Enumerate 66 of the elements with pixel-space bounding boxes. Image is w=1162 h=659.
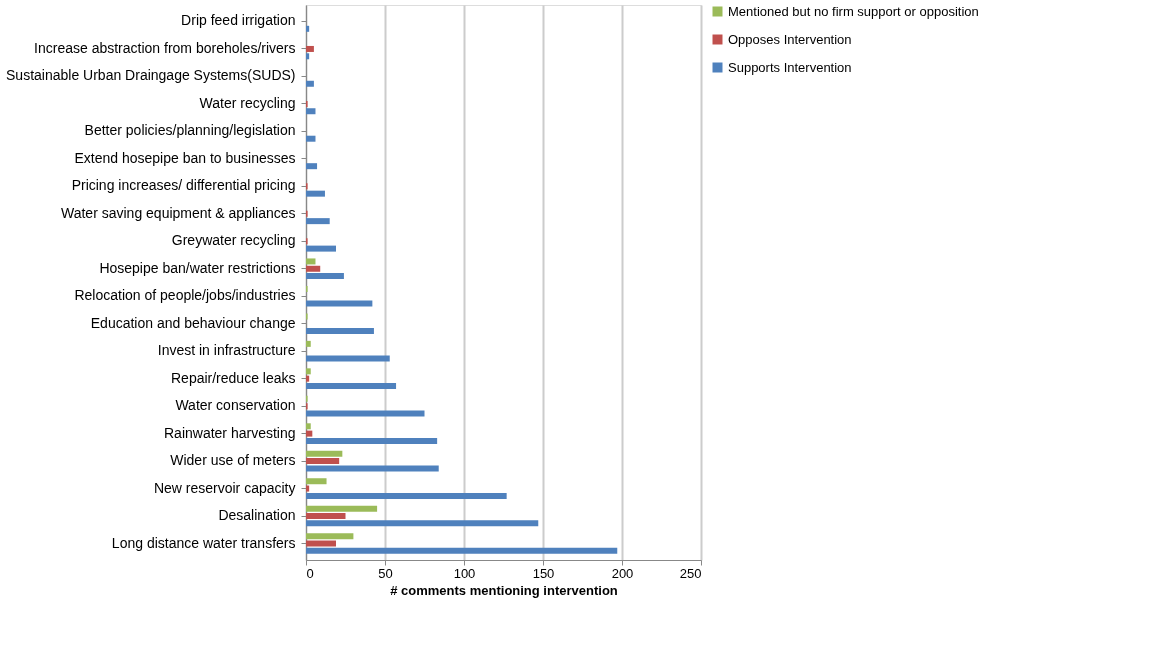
x-tick-label: 200 [611, 565, 634, 581]
bar [306, 368, 311, 375]
legend-label: Supports Intervention [728, 59, 852, 75]
bar [306, 25, 310, 32]
y-tick-label: Water saving equipment & appliances [61, 204, 296, 221]
bar [306, 163, 318, 170]
y-tick-label: Repair/reduce leaks [170, 369, 296, 386]
y-tick-label: Invest in infrastructure [157, 342, 296, 359]
bar [306, 410, 425, 417]
y-tick-label: Increase abstraction from boreholes/rivers [34, 39, 296, 56]
bar [306, 382, 397, 389]
y-tick-label: Education and behaviour change [90, 314, 296, 331]
bar [306, 465, 439, 472]
x-tick-label: 0 [306, 565, 314, 581]
bar [306, 485, 310, 492]
y-tick-label: Pricing increases/ differential pricing [71, 177, 296, 194]
bar [306, 355, 390, 362]
bar [306, 375, 310, 382]
bar [306, 547, 618, 554]
x-tick-label: 50 [378, 565, 393, 581]
y-tick-label: Sustainable Urban Draingage Systems(SUDS) [6, 67, 296, 84]
y-tick-label: Rainwater harvesting [163, 424, 296, 441]
bar [306, 190, 325, 197]
bar [306, 492, 507, 499]
bar [306, 505, 378, 512]
bar [306, 430, 313, 437]
bar [306, 265, 321, 272]
bar [306, 328, 374, 335]
y-tick-label: Hosepipe ban/water restrictions [99, 259, 296, 276]
bar [306, 273, 344, 280]
y-tick-label: Wider use of meters [170, 452, 296, 469]
bar [306, 450, 343, 457]
x-axis-title: # comments mentioning intervention [390, 582, 618, 598]
y-tick-label: Greywater recycling [171, 232, 296, 249]
legend-label: Mentioned but no firm support or opposition [728, 3, 979, 19]
bar [306, 540, 337, 547]
bar [306, 300, 373, 307]
bar [306, 513, 346, 520]
bar [306, 258, 316, 265]
bar [306, 520, 539, 527]
y-tick-label: Water conservation [175, 397, 296, 414]
y-tick-label: Drip feed irrigation [181, 12, 296, 29]
bar [306, 437, 438, 444]
y-tick-label: New reservoir capacity [153, 479, 296, 496]
bar [306, 45, 314, 52]
bar [306, 533, 354, 540]
x-tick-label: 150 [532, 565, 555, 581]
y-tick-label: Desalination [218, 507, 296, 524]
bar [306, 458, 340, 465]
bar [306, 135, 316, 142]
bar [306, 245, 337, 252]
bar [306, 53, 310, 60]
bar [306, 340, 311, 347]
y-tick-label: Long distance water transfers [111, 534, 296, 551]
legend-label: Opposes Intervention [728, 31, 852, 47]
y-tick-label: Better policies/planning/legislation [84, 122, 296, 139]
bar [306, 108, 316, 115]
bar [306, 478, 327, 485]
bar [306, 80, 314, 87]
y-tick-label: Extend hosepipe ban to businesses [74, 149, 296, 166]
bar [306, 218, 330, 225]
y-tick-label: Relocation of people/jobs/industries [74, 287, 296, 304]
y-tick-label: Water recycling [199, 94, 296, 111]
x-tick-label: 250 [679, 565, 702, 581]
bar [306, 423, 311, 430]
x-tick-label: 100 [453, 565, 476, 581]
